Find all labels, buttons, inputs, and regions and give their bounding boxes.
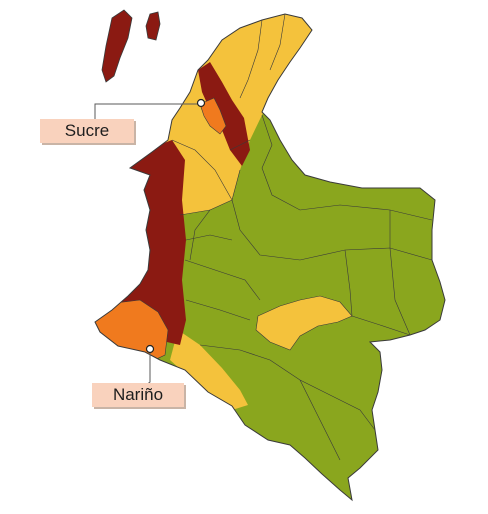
region-yellow-southwest — [170, 330, 248, 410]
sucre-label[interactable]: Sucre — [40, 119, 134, 143]
region-sucre — [199, 97, 227, 135]
island-san-andres — [101, 9, 133, 83]
sucre-leader-line — [94, 103, 200, 124]
region-atlantico — [198, 62, 250, 166]
narino-leader-line — [144, 351, 151, 387]
department-borders — [171, 13, 433, 461]
island-providencia — [145, 11, 161, 41]
narino-marker[interactable] — [145, 344, 155, 354]
sucre-marker[interactable] — [196, 98, 206, 108]
region-yellow-interior — [255, 295, 353, 351]
narino-label[interactable]: Nariño — [92, 383, 184, 407]
